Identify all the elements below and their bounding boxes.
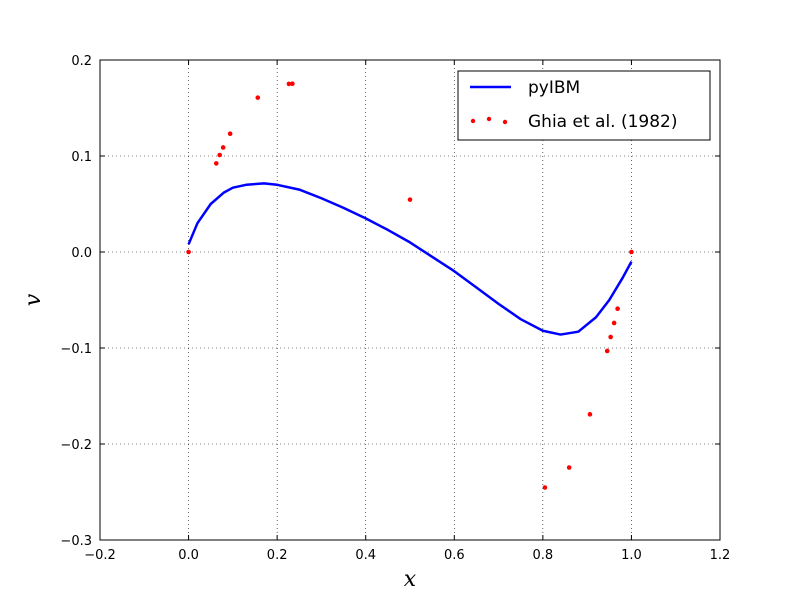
ticks: −0.2 0.0 0.2 0.4 0.6 0.8 1.0 1.2−0.3−0.2−0.10.0… xyxy=(60,54,730,563)
x-tick-label: 1.0 xyxy=(621,548,642,563)
y-tick-label: −0.2 xyxy=(60,438,92,453)
data-point-ghia xyxy=(186,249,191,255)
plot-frame xyxy=(99,59,721,541)
data-point-ghia xyxy=(290,81,295,87)
data-point-ghia xyxy=(604,348,610,354)
data-point-ghia xyxy=(220,145,226,150)
x-tick-label: 0.0 xyxy=(178,548,199,563)
x-tick-label: 0.4 xyxy=(355,548,376,563)
y-tick-label: 0.1 xyxy=(71,150,92,165)
x-tick-label: 0.8 xyxy=(533,548,554,563)
data-point-ghia xyxy=(213,161,219,166)
data-point-ghia xyxy=(255,95,261,100)
y-tick-label: 0.2 xyxy=(71,54,92,69)
series-layer xyxy=(186,81,634,490)
legend-marker-ghia xyxy=(502,119,508,125)
data-point-ghia xyxy=(286,81,292,87)
legend-box xyxy=(457,70,711,141)
x-tick-label: 1.2 xyxy=(710,548,731,563)
series-line-pyibm xyxy=(187,182,633,336)
legend-marker-ghia xyxy=(486,116,492,122)
legend-marker-ghia xyxy=(470,118,476,124)
data-point-ghia xyxy=(611,320,617,326)
data-point-ghia xyxy=(227,131,233,137)
x-tick-label: 0.6 xyxy=(444,548,465,563)
x-tick-label: −0.2 xyxy=(84,548,116,563)
x-tick-label: 0.2 xyxy=(267,548,288,563)
data-point-ghia xyxy=(629,249,634,255)
data-point-ghia xyxy=(566,465,572,470)
y-tick-label: −0.1 xyxy=(60,342,92,357)
data-point-ghia xyxy=(587,412,593,417)
y-tick-label: 0.0 xyxy=(71,246,92,261)
legend: pyIBM Ghia et al. (1982) xyxy=(457,70,711,141)
data-point-ghia xyxy=(615,306,620,312)
x-axis-label: x xyxy=(404,567,417,592)
legend-label-pyibm: pyIBM xyxy=(528,78,580,98)
data-point-ghia xyxy=(217,152,223,158)
y-axis-label: v xyxy=(21,293,46,306)
y-tick-label: −0.3 xyxy=(60,534,92,549)
data-point-ghia xyxy=(542,485,548,490)
data-point-ghia xyxy=(407,197,413,202)
data-point-ghia xyxy=(608,334,613,340)
legend-label-ghia: Ghia et al. (1982) xyxy=(528,112,678,132)
